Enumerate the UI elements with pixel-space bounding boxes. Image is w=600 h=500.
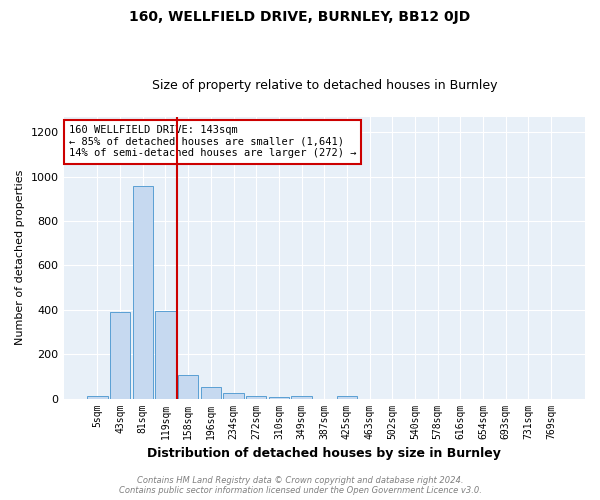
Text: 160, WELLFIELD DRIVE, BURNLEY, BB12 0JD: 160, WELLFIELD DRIVE, BURNLEY, BB12 0JD (130, 10, 470, 24)
Bar (155, 311, 176, 398)
Text: Contains HM Land Registry data © Crown copyright and database right 2024.
Contai: Contains HM Land Registry data © Crown c… (119, 476, 481, 495)
X-axis label: Distribution of detached houses by size in Burnley: Distribution of detached houses by size … (148, 447, 501, 460)
Bar (133, 186, 153, 398)
Bar (337, 396, 357, 398)
Bar (246, 396, 266, 398)
Bar (87, 396, 107, 398)
Bar (292, 396, 312, 398)
Bar (178, 376, 199, 398)
Text: 160 WELLFIELD DRIVE: 143sqm
← 85% of detached houses are smaller (1,641)
14% of : 160 WELLFIELD DRIVE: 143sqm ← 85% of det… (69, 125, 356, 158)
Bar (269, 397, 289, 398)
Bar (223, 393, 244, 398)
Y-axis label: Number of detached properties: Number of detached properties (15, 170, 25, 346)
Bar (110, 312, 130, 398)
Title: Size of property relative to detached houses in Burnley: Size of property relative to detached ho… (152, 79, 497, 92)
Bar (200, 388, 221, 398)
